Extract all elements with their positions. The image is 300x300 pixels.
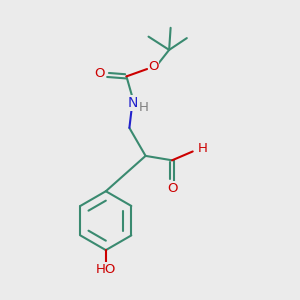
Text: H: H [139, 101, 149, 114]
Text: O: O [167, 182, 177, 195]
Text: N: N [127, 96, 137, 110]
Text: HO: HO [96, 263, 116, 276]
Text: H: H [198, 142, 208, 155]
Text: O: O [148, 60, 159, 73]
Text: O: O [95, 67, 105, 80]
